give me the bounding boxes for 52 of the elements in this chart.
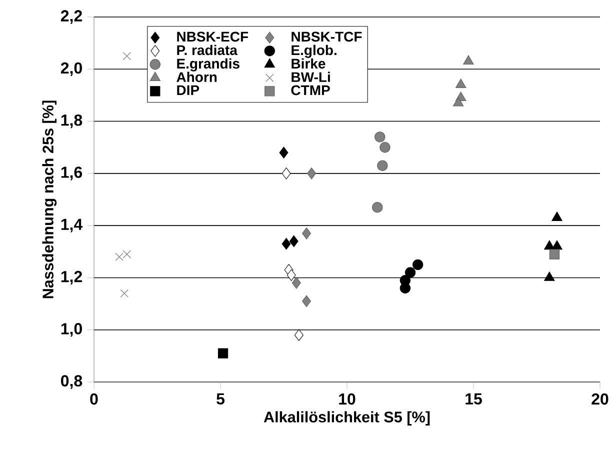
- legend-label: Birke: [292, 58, 326, 69]
- y-tick-label: 1,2: [61, 270, 82, 285]
- point: [400, 274, 411, 286]
- x-axis-title: Alkalilöslichkeit S5 [%]: [264, 411, 430, 426]
- point: [552, 240, 562, 250]
- y-axis-title: Nassdehnung nach 25s [%]: [42, 100, 57, 298]
- y-tick-label: 1,4: [61, 218, 83, 232]
- point: [122, 52, 131, 60]
- point: [372, 202, 383, 213]
- x-tick-label: 5: [216, 393, 225, 405]
- point: [279, 146, 288, 158]
- point: [302, 228, 311, 240]
- point: [292, 277, 301, 289]
- point: [456, 78, 466, 88]
- point: [286, 269, 296, 281]
- point: [218, 348, 228, 358]
- x-tick-label: 15: [466, 393, 482, 405]
- y-tick-label: 2,2: [60, 10, 82, 24]
- y-tick-label: 0,8: [61, 375, 82, 389]
- legend-label: NBSK-ECF: [177, 32, 248, 42]
- point: [380, 142, 390, 153]
- point: [549, 249, 560, 260]
- legend-label: BW-Li: [292, 72, 330, 82]
- y-tick-label: 2,0: [60, 62, 82, 76]
- point: [377, 160, 388, 171]
- point: [120, 289, 128, 298]
- point: [307, 168, 316, 180]
- legend-label: NBSK-TCF: [292, 32, 362, 42]
- point: [463, 55, 474, 65]
- x-tick-label: 10: [339, 393, 356, 405]
- point: [294, 329, 304, 341]
- x-tick-label: 0: [90, 393, 98, 405]
- y-tick-label: 1,6: [61, 166, 82, 180]
- point: [552, 212, 562, 221]
- legend-label: CTMP: [291, 85, 330, 96]
- y-tick-label: 1,0: [61, 323, 82, 337]
- legend-label: E.glob.: [292, 44, 336, 58]
- y-tick-label: 1,8: [61, 114, 82, 128]
- point: [544, 272, 555, 281]
- point: [302, 295, 311, 308]
- legend-label: DIP: [177, 85, 200, 95]
- point: [282, 168, 291, 180]
- legend-label: Ahorn: [176, 72, 217, 82]
- point: [374, 132, 386, 142]
- point: [282, 238, 291, 250]
- legend-label: E.grandis: [177, 58, 240, 72]
- point: [404, 267, 416, 278]
- x-tick-label: 20: [592, 393, 608, 405]
- point: [412, 259, 424, 270]
- legend-label: P. radiata: [177, 44, 238, 56]
- point: [289, 235, 298, 248]
- point: [452, 96, 464, 106]
